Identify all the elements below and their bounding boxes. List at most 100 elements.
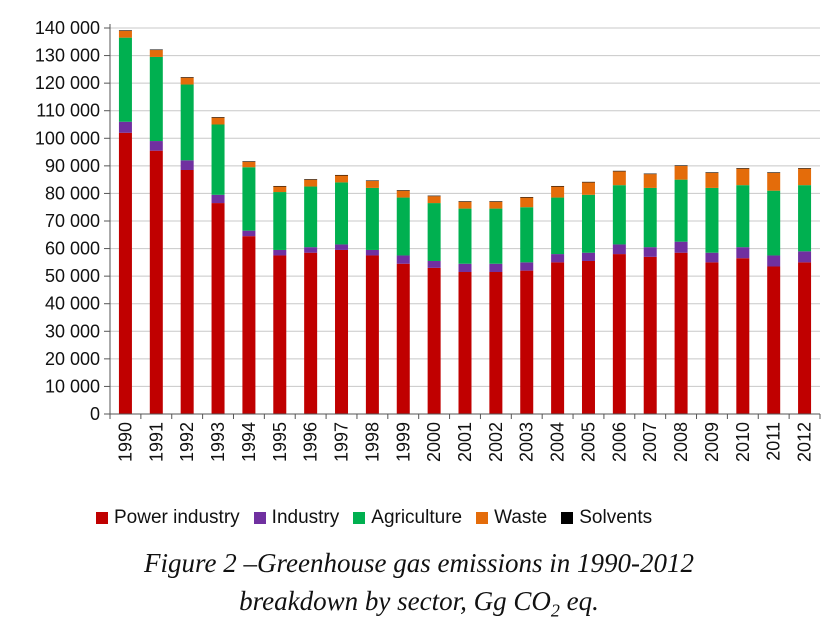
bar-segment-solvents-2009 — [705, 172, 719, 173]
bar-segment-power-industry-1992 — [180, 169, 194, 414]
bar-segment-agriculture-2003 — [520, 207, 534, 263]
y-tick-label: 140 000 — [35, 18, 100, 38]
bar-segment-waste-1990 — [118, 30, 132, 38]
bar-segment-agriculture-2009 — [705, 187, 719, 253]
caption-text: breakdown by sector, Gg CO — [239, 586, 551, 616]
bar-segment-industry-2006 — [612, 244, 626, 255]
bar-segment-waste-2003 — [520, 197, 534, 208]
figure-caption-line-1: Figure 2 –Greenhouse gas emissions in 19… — [144, 548, 694, 578]
bar-segment-solvents-2001 — [458, 201, 472, 202]
bar-segment-solvents-2006 — [612, 170, 626, 172]
legend-label: Power industry — [114, 507, 240, 528]
bar-segment-industry-1998 — [365, 249, 379, 256]
bar-segment-agriculture-1990 — [118, 37, 132, 122]
bar-segment-waste-2002 — [489, 201, 503, 209]
y-tick-label: 90 000 — [45, 156, 100, 176]
bar-segment-industry-2005 — [581, 252, 595, 261]
y-tick-label: 30 000 — [45, 321, 100, 341]
x-tick-label: 2004 — [548, 422, 568, 462]
bar-segment-industry-2000 — [427, 260, 441, 268]
x-tick-label: 2006 — [609, 422, 629, 462]
bar-segment-waste-1997 — [335, 175, 349, 183]
bar-segment-industry-2008 — [674, 241, 688, 253]
legend-item-solvents: Solvents — [561, 507, 652, 529]
bar-segment-power-industry-1999 — [396, 263, 410, 414]
legend-item-agriculture: Agriculture — [353, 507, 462, 529]
bar-segment-industry-2002 — [489, 263, 503, 273]
bar-segment-power-industry-1998 — [365, 255, 379, 414]
legend-label: Agriculture — [371, 507, 463, 528]
legend-item-power-industry: Power industry — [96, 507, 240, 529]
bar-segment-waste-1994 — [242, 161, 256, 168]
bar-segment-waste-2007 — [643, 174, 657, 188]
legend-swatch-waste — [476, 512, 489, 524]
bar-segment-industry-2010 — [736, 247, 750, 259]
bar-segment-waste-1991 — [149, 50, 163, 57]
bar-segment-power-industry-2007 — [643, 256, 657, 414]
bar-segment-solvents-2005 — [581, 181, 595, 183]
y-tick-label: 40 000 — [45, 294, 100, 314]
bar-segment-industry-1994 — [242, 230, 256, 237]
legend-label: Industry — [271, 507, 340, 528]
x-tick-label: 2012 — [795, 422, 815, 462]
bars — [118, 30, 812, 414]
bar-segment-power-industry-2009 — [705, 262, 719, 414]
bar-segment-agriculture-1999 — [396, 197, 410, 256]
bar-segment-industry-2007 — [643, 247, 657, 257]
bar-segment-power-industry-2005 — [581, 260, 595, 414]
bar-segment-agriculture-1996 — [304, 186, 318, 248]
bar-segment-solvents-2004 — [551, 185, 565, 187]
bar-segment-agriculture-1992 — [180, 84, 194, 161]
bar-segment-power-industry-2001 — [458, 272, 472, 414]
bar-segment-waste-2000 — [427, 196, 441, 204]
bar-segment-power-industry-2012 — [798, 262, 812, 414]
x-tick-label: 2000 — [424, 422, 444, 462]
x-tick-label: 2007 — [640, 422, 660, 462]
bar-segment-waste-2008 — [674, 165, 688, 180]
x-tick-label: 2011 — [764, 422, 784, 461]
y-tick-label: 60 000 — [45, 239, 100, 259]
bar-segment-waste-2004 — [551, 186, 565, 198]
bar-segment-waste-1993 — [211, 117, 225, 125]
bar-segment-solvents-1998 — [365, 180, 379, 182]
legend-swatch-solvents — [561, 512, 574, 524]
bar-segment-waste-1992 — [180, 77, 194, 85]
x-tick-label: 1992 — [177, 422, 197, 462]
bar-segment-agriculture-1995 — [273, 192, 287, 250]
bar-segment-agriculture-2004 — [551, 197, 565, 255]
bar-segment-solvents-1997 — [335, 174, 349, 176]
bar-segment-agriculture-1998 — [365, 187, 379, 250]
bar-segment-solvents-2012 — [798, 168, 812, 169]
bar-segment-power-industry-1994 — [242, 236, 256, 414]
bar-segment-agriculture-2001 — [458, 208, 472, 264]
y-tick-label: 50 000 — [45, 266, 100, 286]
stacked-bar-chart: 0 10 000 20 000 30 000 40 000 50 000 60 000 70 … — [35, 18, 821, 462]
bar-segment-agriculture-2002 — [489, 208, 503, 264]
bar-segment-industry-1995 — [273, 249, 287, 256]
x-tick-label: 1993 — [208, 422, 228, 462]
bar-segment-solvents-1990 — [118, 30, 132, 31]
x-tick-label: 1999 — [393, 422, 413, 462]
bar-segment-waste-1998 — [365, 181, 379, 188]
legend-item-industry: Industry — [253, 507, 340, 529]
legend-label: Solvents — [579, 507, 653, 528]
legend-swatch-agriculture — [353, 512, 366, 524]
bar-segment-agriculture-2000 — [427, 203, 441, 261]
bar-segment-industry-1993 — [211, 194, 225, 204]
bar-segment-agriculture-2011 — [767, 190, 781, 256]
bar-segment-waste-2010 — [736, 168, 750, 186]
bar-segment-waste-1996 — [304, 179, 318, 187]
legend-item-waste: Waste — [476, 507, 547, 529]
y-tick-label: 130 000 — [35, 46, 100, 66]
bar-segment-agriculture-2007 — [643, 187, 657, 248]
bar-segment-waste-2005 — [581, 182, 595, 195]
x-tick-label: 2009 — [702, 422, 722, 462]
bar-segment-solvents-2003 — [520, 197, 534, 198]
y-tick-labels: 0 10 000 20 000 30 000 40 000 50 000 60 000 70 … — [35, 18, 100, 424]
bar-segment-solvents-2008 — [674, 165, 688, 166]
figure-caption-line-2: breakdown by sector, Gg CO2 eq. — [0, 586, 838, 621]
bar-segment-agriculture-1997 — [335, 182, 349, 245]
bar-segment-waste-2009 — [705, 172, 719, 188]
caption-suffix: eq. — [559, 586, 599, 616]
bar-segment-waste-1995 — [273, 186, 287, 193]
